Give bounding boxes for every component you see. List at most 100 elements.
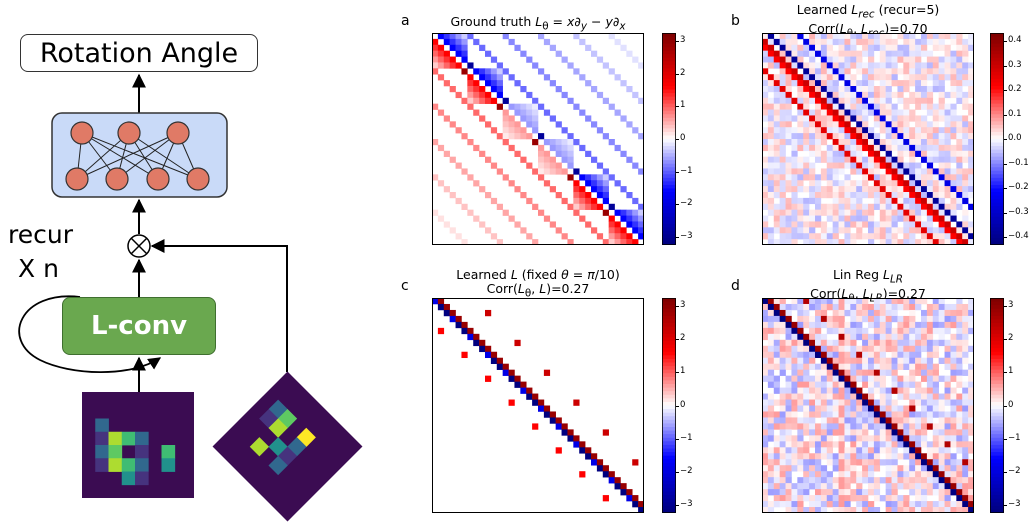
- heatmap-cell: [826, 203, 833, 210]
- heatmap-cell: [950, 303, 957, 311]
- heatmap-cell: [962, 351, 969, 359]
- heatmap-cell: [956, 168, 963, 175]
- pixel: [121, 471, 136, 486]
- heatmap-cell: [461, 56, 468, 63]
- heatmap-cell: [455, 62, 462, 69]
- heatmap-cell: [596, 465, 604, 472]
- heatmap-cell: [762, 315, 769, 323]
- heatmap-cell: [962, 501, 969, 508]
- heatmap-cell: [944, 109, 951, 116]
- heatmap-cell: [926, 227, 934, 234]
- heatmap-cell: [891, 239, 898, 245]
- heatmap-cell: [773, 97, 780, 104]
- heatmap-cell: [891, 315, 898, 323]
- heatmap-cell: [838, 221, 845, 228]
- heatmap-cell: [815, 150, 822, 157]
- heatmap-cell: [809, 150, 816, 157]
- heatmap-cell: [797, 393, 804, 400]
- heatmap-cell: [950, 74, 957, 81]
- heatmap-cell: [573, 139, 580, 146]
- heatmap-cell: [773, 375, 780, 382]
- heatmap-cell: [956, 56, 963, 63]
- heatmap-cell: [879, 447, 886, 454]
- heatmap-cell: [773, 62, 780, 69]
- heatmap-cell: [773, 221, 780, 228]
- heatmap-cell: [526, 387, 533, 394]
- heatmap-cell: [903, 345, 910, 353]
- heatmap-cell: [885, 38, 892, 46]
- heatmap-cell: [785, 309, 792, 317]
- heatmap-cell: [862, 411, 869, 418]
- heatmap-cell: [891, 168, 898, 175]
- heatmap-cell: [773, 327, 780, 335]
- heatmap-cell: [956, 186, 963, 193]
- heatmap-cell: [820, 489, 828, 496]
- heatmap-cell: [938, 38, 945, 46]
- heatmap-cell: [873, 197, 881, 205]
- heatmap-cell: [838, 103, 845, 110]
- heatmap-cell: [903, 186, 910, 193]
- heatmap-cell: [591, 453, 598, 460]
- heatmap-cell: [762, 393, 769, 400]
- heatmap-cell: [773, 298, 780, 305]
- heatmap-cell: [856, 423, 863, 430]
- heatmap-cell: [968, 80, 974, 87]
- heatmap-cell: [844, 435, 851, 442]
- heatmap-cell: [567, 144, 574, 152]
- heatmap-cell: [956, 62, 963, 69]
- heatmap-cell: [820, 192, 828, 199]
- heatmap-cell: [555, 227, 562, 234]
- heatmap-cell: [932, 387, 939, 394]
- heatmap-cell: [968, 483, 974, 490]
- colorbar-tick: 0.4: [1008, 35, 1022, 45]
- heatmap-cell: [850, 156, 857, 163]
- heatmap-cell: [944, 399, 951, 406]
- heatmap-cell: [944, 192, 951, 199]
- heatmap-cell: [815, 393, 822, 400]
- heatmap-cell: [915, 471, 922, 478]
- heatmap-cell: [838, 68, 845, 75]
- heatmap-cell: [909, 315, 916, 323]
- heatmap-cell: [862, 144, 869, 152]
- heatmap-cell: [879, 33, 886, 40]
- heatmap-cell: [921, 345, 928, 353]
- heatmap-cell: [885, 133, 892, 140]
- heatmap-cell: [891, 399, 898, 406]
- heatmap-cell: [803, 495, 810, 502]
- heatmap-cell: [549, 186, 556, 193]
- heatmap-cell: [538, 144, 545, 152]
- heatmap-cell: [820, 417, 828, 424]
- heatmap-cell: [844, 495, 851, 502]
- heatmap-cell: [868, 423, 875, 430]
- heatmap-cell: [879, 477, 886, 484]
- heatmap-cell: [926, 38, 934, 46]
- heatmap-cell: [850, 209, 857, 216]
- heatmap-cell: [921, 405, 928, 412]
- heatmap-cell: [873, 441, 881, 448]
- heatmap-cell: [762, 80, 769, 87]
- heatmap-cell: [850, 203, 857, 210]
- heatmap-cell: [915, 186, 922, 193]
- heatmap-cell: [909, 411, 916, 418]
- heatmap-cell: [815, 429, 822, 436]
- heatmap-cell: [455, 321, 462, 329]
- heatmap-cell: [962, 121, 969, 128]
- heatmap-cell: [885, 121, 892, 128]
- heatmap-cell: [809, 333, 816, 341]
- heatmap-cell: [785, 315, 792, 323]
- heatmap-cell: [791, 62, 798, 69]
- heatmap-cell: [944, 168, 951, 175]
- heatmap-cell: [856, 405, 863, 412]
- heatmap-cell: [962, 233, 969, 240]
- heatmap-cell: [820, 495, 828, 502]
- heatmap-cell: [443, 80, 450, 87]
- heatmap-cell: [932, 309, 939, 317]
- heatmap-cell: [944, 203, 951, 210]
- heatmap-cell: [815, 339, 822, 347]
- heatmap-cell: [785, 333, 792, 341]
- heatmap-cell: [950, 333, 957, 341]
- heatmap-cell: [832, 399, 839, 406]
- heatmap-cell: [879, 321, 886, 329]
- heatmap-cell: [815, 50, 822, 57]
- heatmap-cell: [809, 127, 816, 134]
